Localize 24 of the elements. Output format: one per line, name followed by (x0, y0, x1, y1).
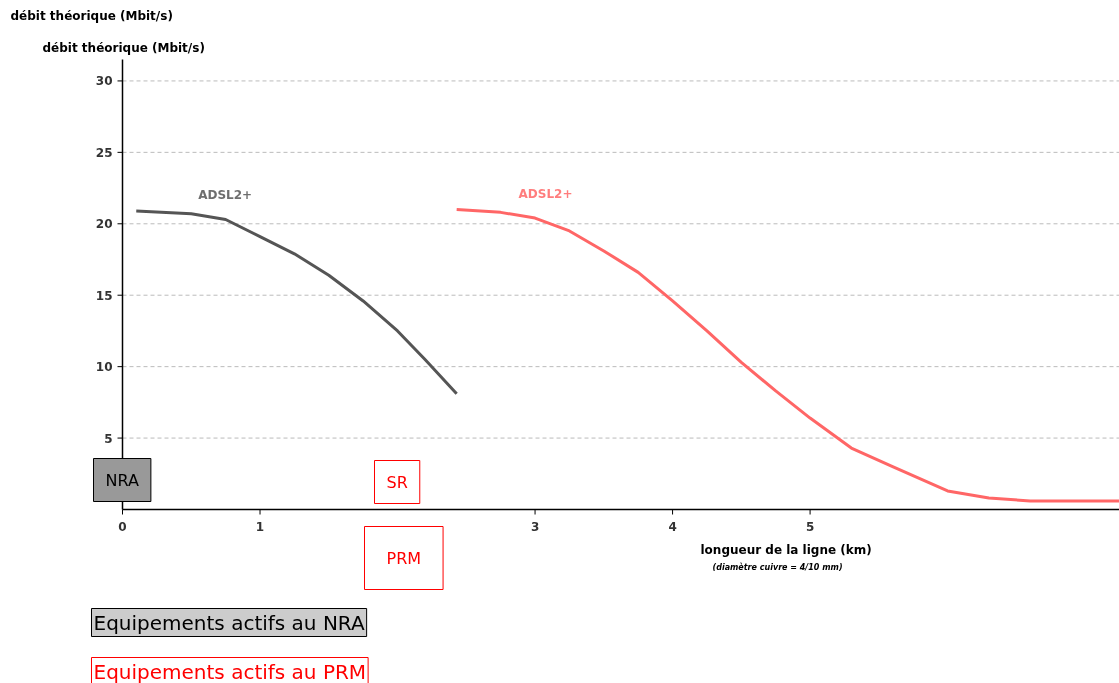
y-tick-label: 5 (104, 431, 113, 446)
series-label: ADSL2+ (198, 188, 253, 203)
y-tick-label: 20 (95, 217, 113, 232)
y-axis-title: débit théorique (Mbit/s) (42, 40, 205, 55)
text: Equipements actifs au NRA (93, 610, 365, 635)
x-axis-title: longueur de la ligne (km) (700, 542, 872, 557)
y-tick-label: 30 (95, 74, 113, 89)
line-series (455, 208, 1119, 503)
y-tick-label: 10 (95, 360, 113, 375)
series-label: ADSL2+ (518, 186, 573, 201)
x-tick-label: 3 (530, 519, 540, 534)
x-tick-label: 4 (668, 519, 677, 534)
chart-title: débit théorique (Mbit/s) (10, 8, 173, 23)
line-series (134, 209, 459, 396)
x-tick-label: 0 (118, 519, 127, 534)
annotation: SR (386, 472, 408, 492)
x-tick-label: 1 (255, 519, 265, 534)
y-tick-label: 25 (95, 145, 113, 160)
text: (diamètre cuivre = 4/10 mm) (712, 561, 843, 572)
text: PRM (386, 548, 422, 568)
y-tick-label: 15 (95, 288, 113, 303)
annotation: NRA (105, 470, 139, 490)
text: Equipements actifs au PRM (93, 659, 367, 683)
x-tick-label: 5 (805, 519, 815, 534)
